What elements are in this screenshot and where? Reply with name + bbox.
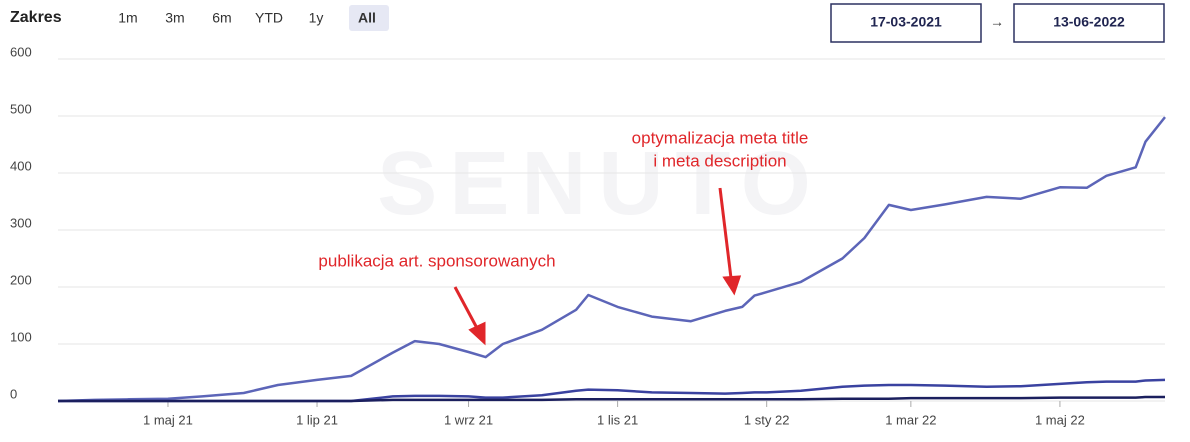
y-tick-label: 200 (10, 272, 32, 287)
x-tick-label: 1 sty 22 (744, 412, 790, 427)
range-button[interactable]: 1m (118, 10, 137, 26)
date-separator: → (990, 14, 1004, 30)
arrow-head (468, 321, 486, 346)
date-from-box[interactable] (830, 3, 982, 43)
y-tick-label: 100 (10, 329, 32, 344)
range-button[interactable]: All (358, 10, 376, 26)
date-from[interactable]: 17-03-2021 (870, 14, 942, 30)
x-tick-label: 1 lis 21 (597, 412, 638, 427)
x-tick-label: 1 maj 21 (143, 412, 193, 427)
range-button[interactable]: 3m (165, 10, 184, 26)
annotation-arrows (453, 187, 742, 346)
y-tick-label: 0 (10, 386, 17, 401)
arrow (718, 187, 733, 279)
range-button[interactable]: YTD (255, 10, 283, 26)
range-button[interactable]: 1y (309, 10, 324, 26)
y-tick-label: 400 (10, 158, 32, 173)
x-tick-label: 1 mar 22 (885, 412, 936, 427)
y-tick-label: 600 (10, 44, 32, 59)
annotation: publikacja art. sponsorowanych (318, 251, 555, 270)
x-tick-label: 1 lip 21 (296, 412, 338, 427)
y-tick-label: 500 (10, 101, 32, 116)
date-to-box[interactable] (1013, 3, 1165, 43)
x-tick-label: 1 maj 22 (1035, 412, 1085, 427)
x-tick-label: 1 wrz 21 (444, 412, 493, 427)
range-label: Zakres (10, 9, 62, 26)
y-tick-label: 300 (10, 215, 32, 230)
watermark: SENUTO (377, 134, 822, 234)
arrow-head (722, 275, 742, 296)
annotation: optymalizacja meta title (632, 128, 809, 147)
series-line (57, 116, 1166, 403)
date-to[interactable]: 13-06-2022 (1053, 14, 1125, 30)
range-button-active[interactable] (349, 5, 389, 31)
annotation: i meta description (653, 151, 786, 170)
arrow (453, 286, 480, 331)
series-line (58, 395, 1165, 403)
range-button[interactable]: 6m (212, 10, 231, 26)
